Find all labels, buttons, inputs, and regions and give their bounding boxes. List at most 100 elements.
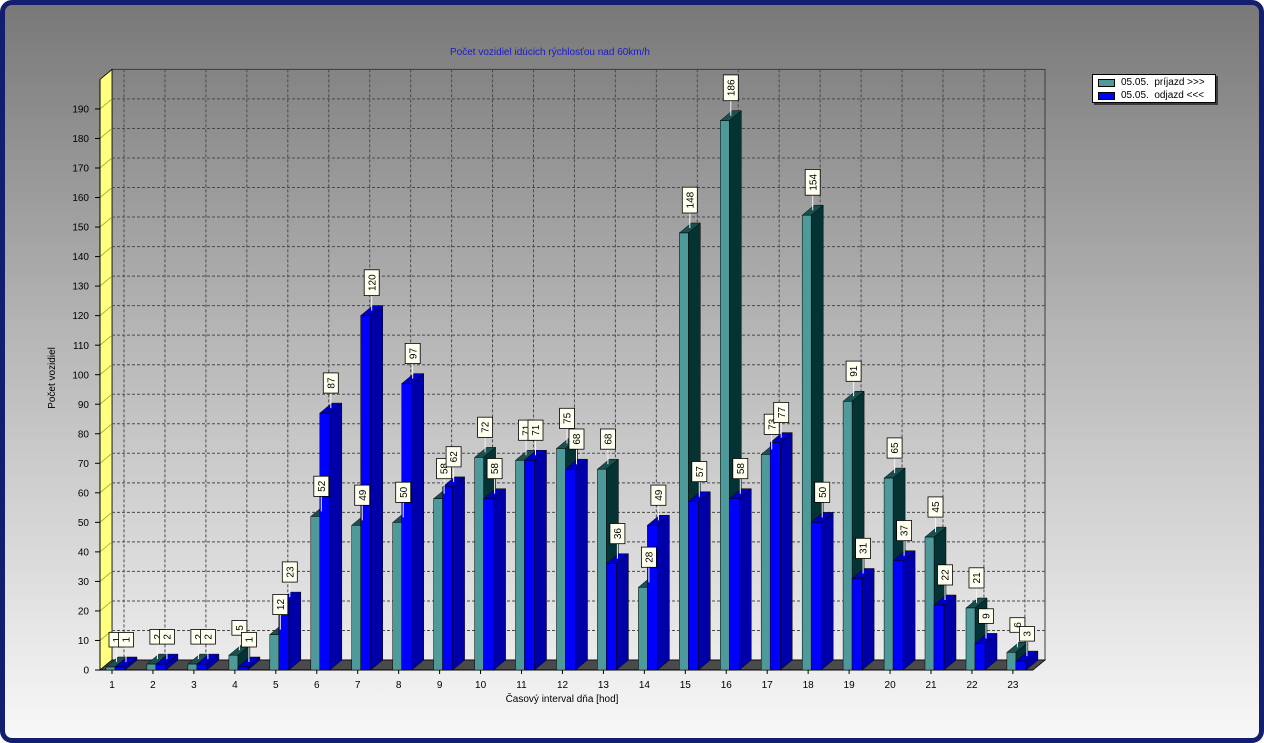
data-label-box	[804, 168, 821, 196]
bar-series-2	[769, 432, 793, 671]
data-label: 68	[600, 428, 616, 465]
data-label: 28	[641, 546, 657, 583]
bar-series-2	[523, 449, 548, 671]
data-label-text: 73	[767, 418, 778, 430]
data-label: 148	[681, 186, 698, 228]
bar-front	[597, 468, 607, 671]
data-label-text: 37	[900, 525, 911, 537]
data-label-text: 62	[449, 451, 460, 463]
data-label-text: 57	[695, 466, 706, 478]
data-label-box	[968, 567, 985, 589]
bar-series-2	[851, 567, 875, 671]
data-label-text: 1	[112, 636, 123, 642]
y-tick-label: 50	[78, 518, 90, 529]
bar-series-2	[441, 476, 466, 671]
data-label: 50	[395, 481, 412, 518]
y-gridline-side	[99, 452, 113, 464]
data-label: 72	[477, 416, 494, 453]
data-label: 71	[527, 419, 544, 456]
data-label-text: 120	[367, 274, 378, 291]
data-label-text: 58	[440, 463, 451, 475]
data-label: 68	[568, 428, 585, 465]
legend-item-odjazd: 05.05. odjazd <<<	[1098, 90, 1204, 102]
data-label-box	[691, 461, 708, 483]
x-tick-label: 10	[475, 680, 487, 691]
x-tick-label: 14	[639, 680, 651, 691]
data-label-box	[445, 446, 462, 468]
data-label: 3	[1019, 626, 1035, 657]
data-label-text: 49	[654, 489, 665, 501]
data-label-text: 77	[777, 407, 788, 419]
y-tick-label: 20	[78, 607, 90, 618]
bar-front	[965, 607, 976, 671]
data-label: 58	[486, 458, 503, 494]
data-label: 57	[691, 461, 708, 497]
y-axis-title: Počet vozidiel	[47, 347, 58, 409]
data-label-text: 2	[194, 634, 205, 640]
bar-side	[739, 488, 752, 671]
bar-front	[720, 120, 730, 671]
y-tick-label: 0	[83, 666, 89, 677]
data-label-text: 65	[890, 442, 901, 454]
bar-front	[729, 498, 740, 671]
bar-side	[411, 373, 424, 671]
y-gridline-side	[99, 571, 113, 582]
bar-side	[288, 591, 302, 671]
y-gridline-side	[99, 512, 113, 523]
data-label: 75	[559, 407, 575, 444]
data-label: 45	[927, 496, 944, 533]
data-label-box	[681, 186, 698, 214]
bar-side	[534, 449, 547, 671]
data-label: 2	[158, 629, 175, 660]
y-gridline-side	[99, 600, 113, 612]
data-label-box	[650, 484, 667, 506]
data-label-box	[118, 632, 134, 648]
bar-front	[801, 214, 812, 671]
data-label-box	[322, 372, 339, 394]
data-label: 23	[281, 561, 298, 598]
bar-front	[483, 498, 494, 671]
x-tick-label: 11	[516, 680, 527, 691]
y-gridline-side	[99, 157, 113, 169]
y-gridline-side	[99, 98, 113, 110]
data-label-text: 186	[726, 79, 737, 96]
data-label-text: 36	[613, 528, 624, 540]
y-tick-label: 180	[72, 134, 89, 145]
y-gridline-side	[99, 393, 113, 405]
bar-front	[442, 486, 453, 671]
legend-label-prijazd: 05.05. príjazd >>>	[1121, 77, 1205, 88]
data-label-text: 58	[736, 463, 747, 475]
legend-label-odjazd: 05.05. odjazd <<<	[1121, 90, 1205, 101]
bar-front	[606, 563, 617, 671]
bar-front	[187, 663, 198, 671]
data-label-text: 58	[490, 463, 501, 475]
bar-front	[319, 412, 331, 671]
data-label-text: 71	[531, 424, 542, 436]
x-tick-label: 7	[355, 680, 361, 691]
x-tick-label: 16	[721, 680, 733, 691]
bar-front	[474, 457, 484, 671]
data-label-text: 52	[317, 480, 328, 492]
bar-front	[196, 663, 208, 671]
x-tick-label: 6	[314, 680, 320, 691]
data-label-box	[240, 632, 257, 648]
data-label-box	[814, 481, 831, 503]
data-label-box	[927, 496, 944, 518]
data-label: 5	[231, 620, 248, 651]
data-label-box	[477, 416, 494, 438]
bar-side	[452, 476, 465, 671]
data-label: 50	[814, 481, 831, 518]
bar-front	[237, 666, 249, 671]
bar-front	[401, 383, 412, 671]
bar-series-2	[646, 514, 671, 671]
bar-front	[647, 525, 658, 671]
x-tick-label: 2	[150, 680, 156, 691]
x-tick-label: 12	[557, 680, 569, 691]
data-label: 49	[354, 484, 371, 521]
data-label-box	[281, 561, 298, 583]
y-tick-label: 150	[72, 223, 89, 234]
data-label-box	[313, 475, 330, 497]
data-label-text: 2	[153, 634, 164, 640]
bar-side	[370, 305, 383, 671]
